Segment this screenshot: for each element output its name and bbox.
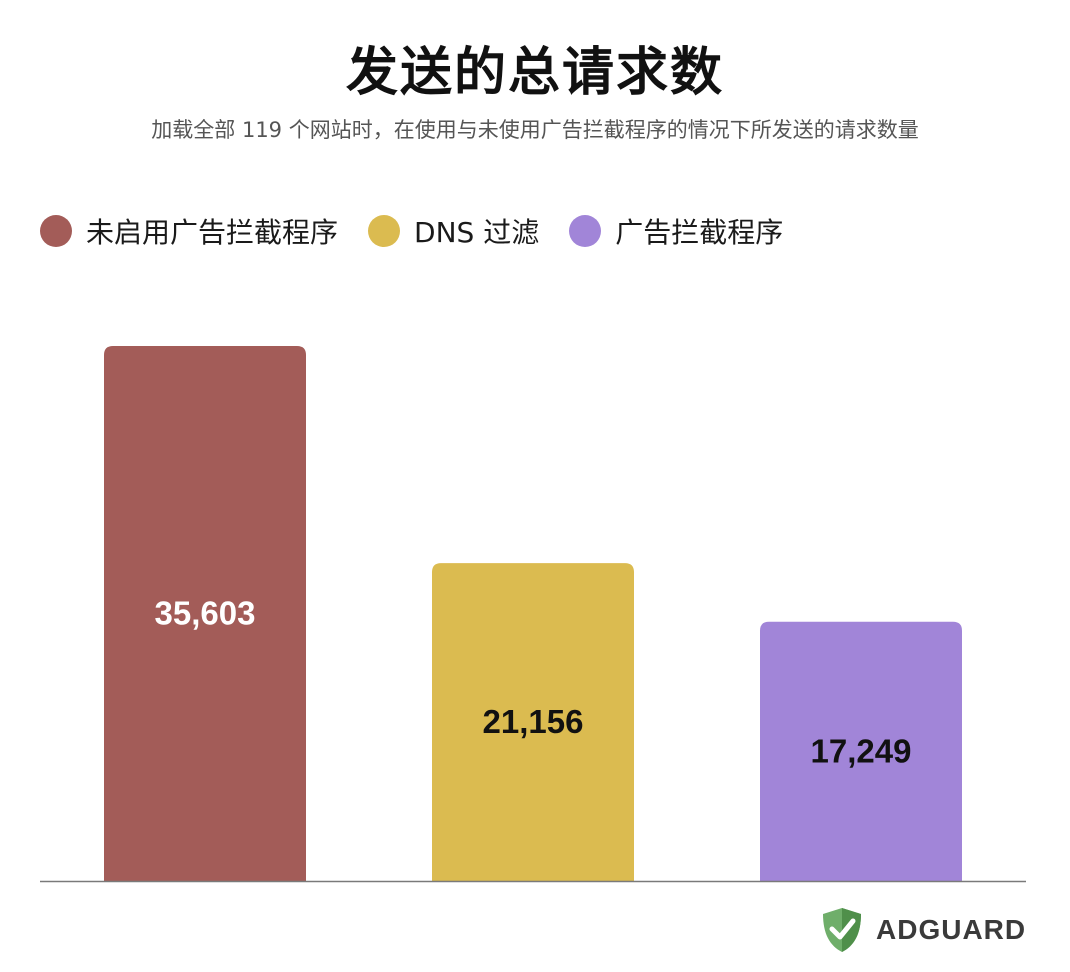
chart-legend: 未启用广告拦截程序 DNS 过滤 广告拦截程序 bbox=[40, 208, 813, 254]
legend-dot-adblocker bbox=[569, 215, 602, 247]
legend-label-no-adblock: 未启用广告拦截程序 bbox=[86, 216, 339, 249]
bar-value-label-dns-filtering: 21,156 bbox=[483, 703, 584, 740]
shield-check-icon bbox=[823, 908, 861, 952]
brand-logo: ADGUARD bbox=[820, 906, 1026, 954]
bar-no-adblock bbox=[104, 346, 306, 881]
bar-value-label-no-adblock: 35,603 bbox=[155, 595, 256, 632]
legend-label-dns-filtering: DNS 过滤 bbox=[414, 216, 540, 249]
check-mark bbox=[829, 918, 856, 940]
legend-item-dns-filtering: DNS 过滤 bbox=[368, 211, 539, 251]
bar-adblocker bbox=[760, 621, 962, 881]
legend-item-no-adblock: 未启用广告拦截程序 bbox=[40, 211, 338, 251]
legend-dot-dns-filtering bbox=[368, 215, 401, 247]
legend-item-adblocker: 广告拦截程序 bbox=[569, 211, 783, 251]
bar-dns-filtering bbox=[432, 563, 634, 881]
bar-value-label-adblocker: 17,249 bbox=[811, 732, 912, 769]
legend-dot-no-adblock bbox=[40, 215, 72, 247]
chart-subtitle: 加载全部 119 个网站时，在使用与未使用广告拦截程序的情况下所发送的请求数量 bbox=[151, 118, 919, 142]
shield-shade bbox=[842, 908, 861, 952]
brand-name: ADGUARD bbox=[876, 914, 1027, 945]
legend-label-adblocker: 广告拦截程序 bbox=[615, 216, 784, 249]
chart-title: 发送的总请求数 bbox=[345, 43, 724, 103]
